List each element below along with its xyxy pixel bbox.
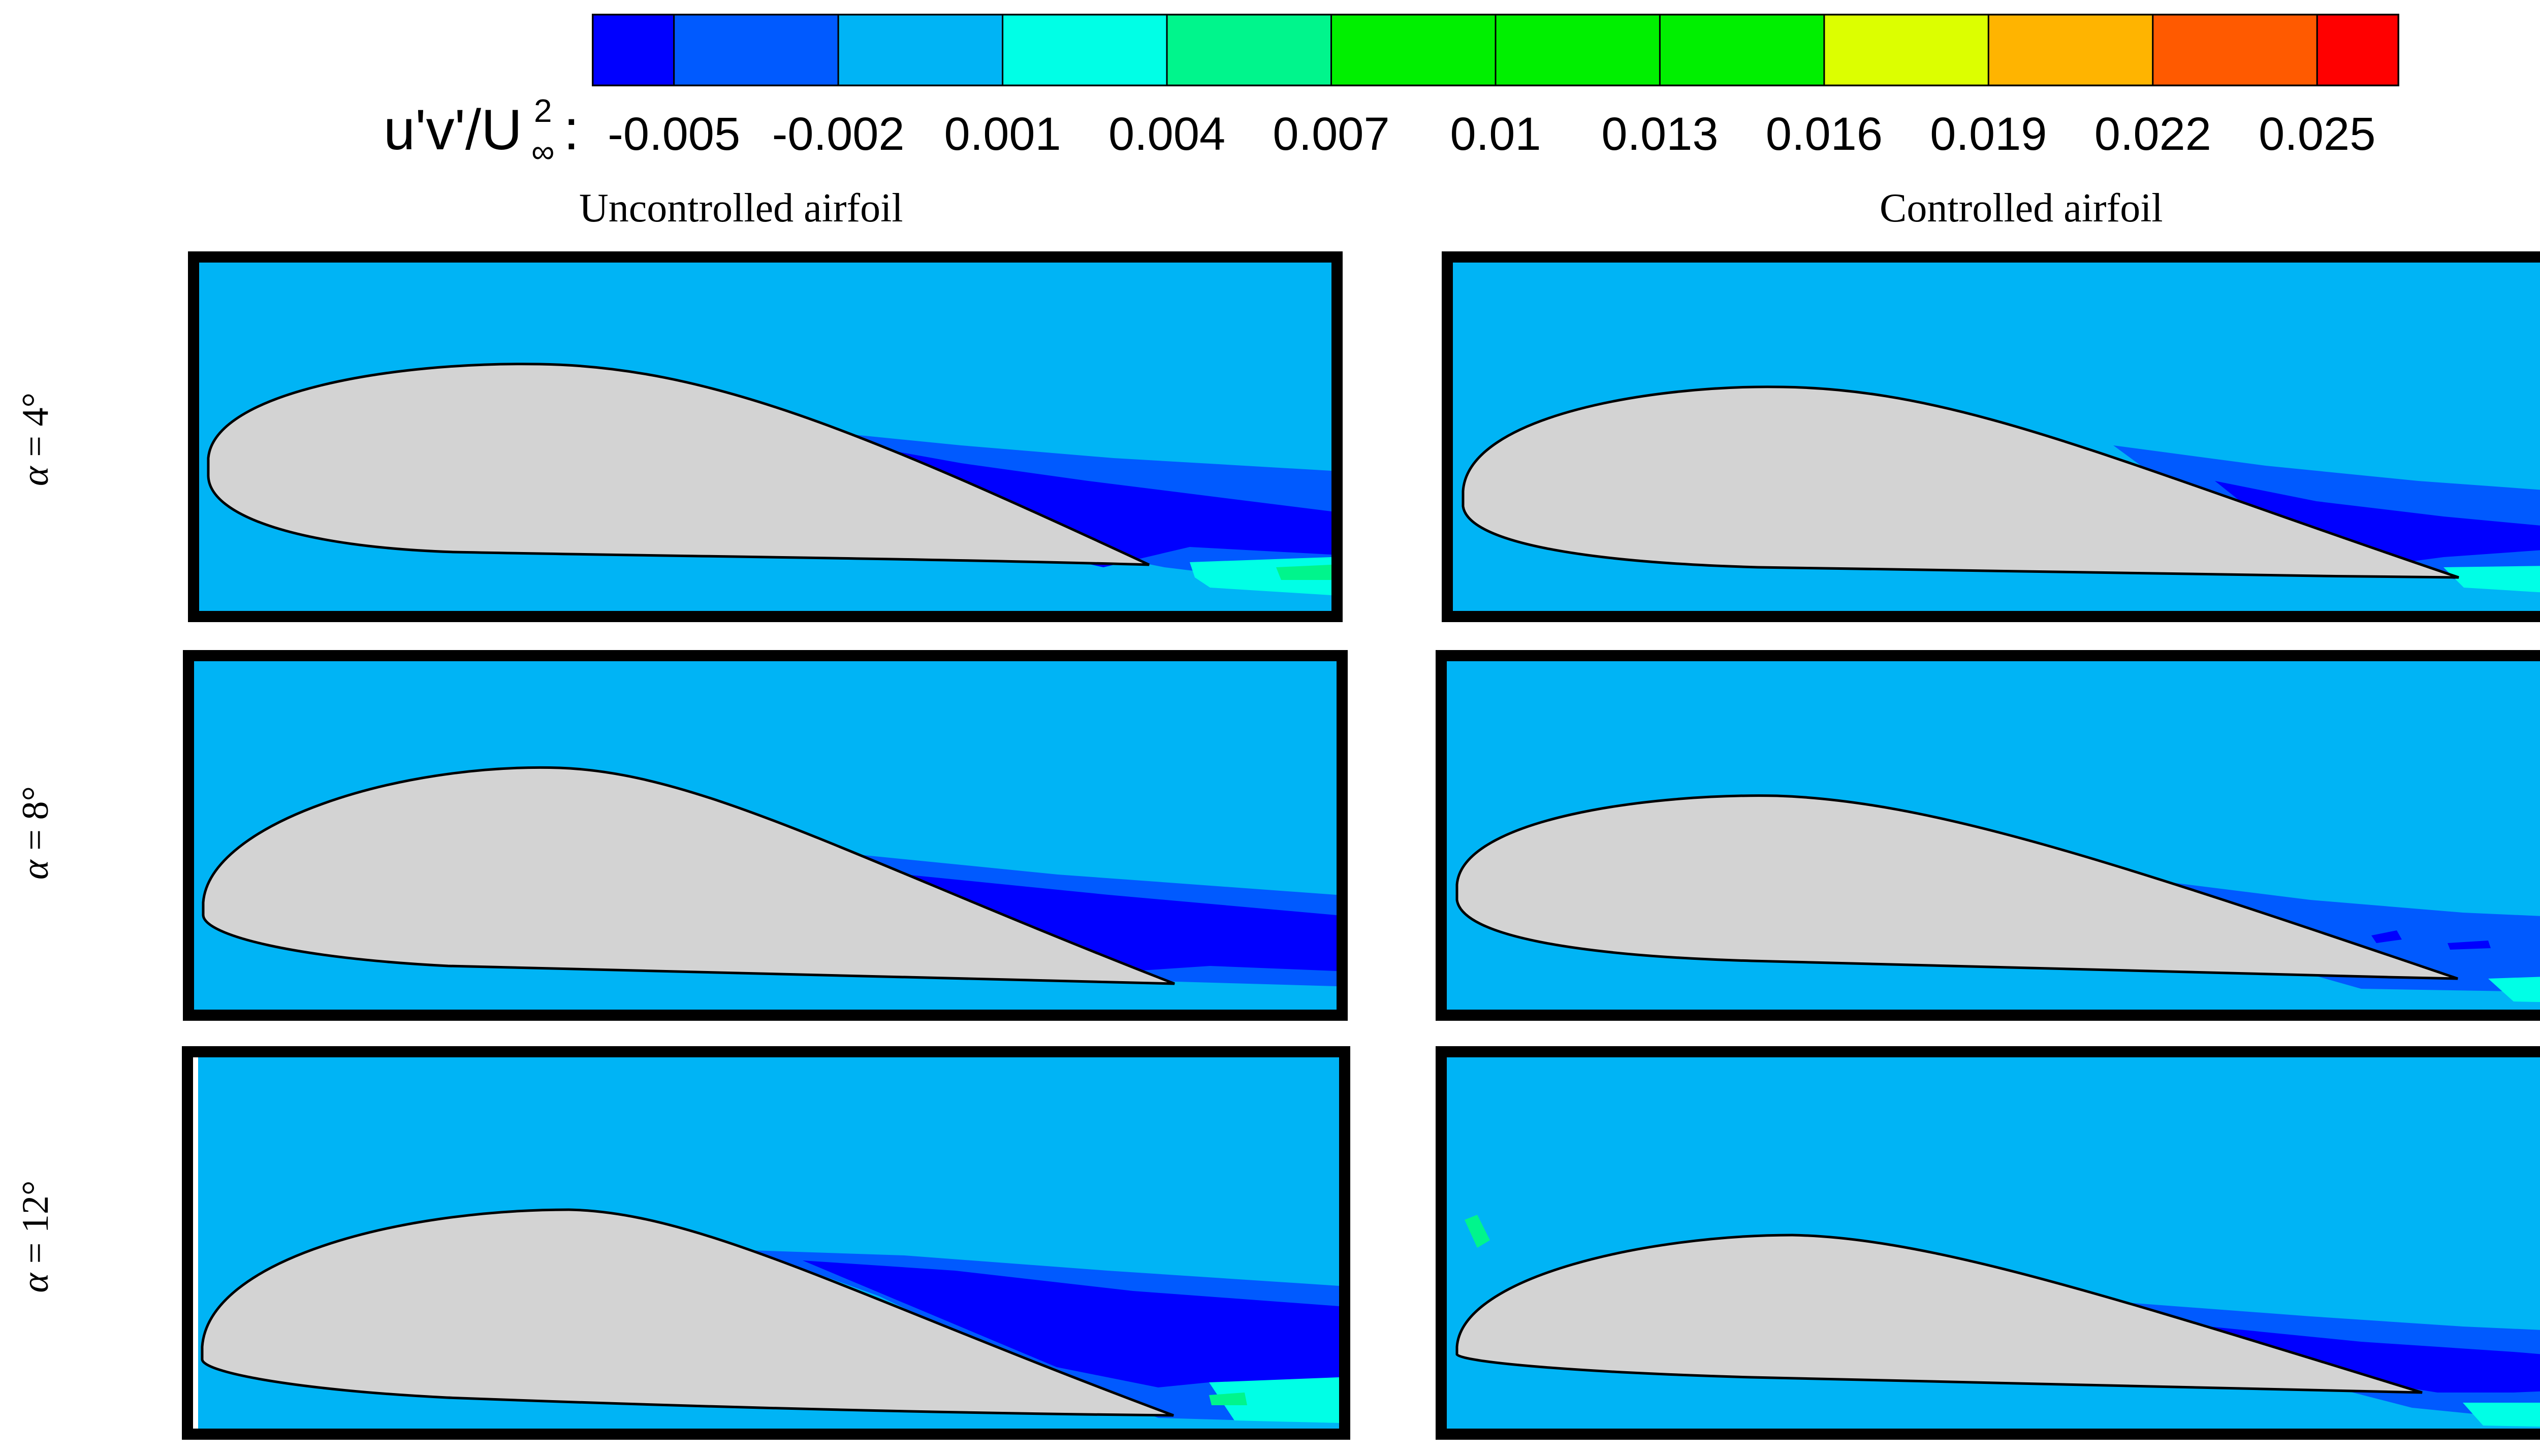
colorbar-tick-label: -0.005 (608, 108, 741, 160)
colorbar-cell (1002, 14, 1168, 86)
colorbar-tick-label: 0.019 (1930, 108, 2047, 160)
colorbar-label-colon: : (563, 98, 580, 161)
airfoil-shape (1455, 794, 2458, 980)
column-title-controlled: Controlled airfoil (1880, 186, 2163, 231)
wake-region-positive-mid (1465, 1215, 1490, 1248)
wake-region-positive-mid (1209, 1393, 1247, 1405)
colorbar-cell (1330, 14, 1497, 86)
colorbar-cell (1823, 14, 1989, 86)
colorbar-tick-label: 0.007 (1273, 108, 1390, 160)
panel-controlled-alpha-12 (1436, 1046, 2540, 1440)
colorbar-label-subscript: ∞ (531, 133, 555, 170)
airfoil-shape (207, 363, 1150, 566)
wake-region-positive-weak (2443, 566, 2540, 593)
colorbar-tick-label: -0.002 (772, 108, 905, 160)
colorbar-tick-label: 0.016 (1765, 108, 1883, 160)
colorbar-cell (1659, 14, 1825, 86)
panel-controlled-alpha-8 (1436, 650, 2540, 1021)
wake-region-strong (2215, 481, 2540, 567)
colorbar-tick-label: 0.013 (1601, 108, 1719, 160)
colorbar-cell (837, 14, 1004, 86)
colorbar-cell (1166, 14, 1332, 86)
colorbar-cell (673, 14, 839, 86)
panel-uncontrolled-alpha-8 (183, 650, 1348, 1021)
colorbar-cell (2152, 14, 2318, 86)
row-label-alpha-12: α = 12° (15, 1180, 56, 1293)
panel-controlled-alpha-4 (1442, 251, 2540, 622)
colorbar-tick-label: 0.022 (2094, 108, 2211, 160)
row-label-alpha-4: α = 4° (15, 392, 56, 487)
wake-region-positive-mid (1276, 565, 1331, 580)
colorbar-cell (1495, 14, 1661, 86)
colorbar-tick-label: 0.004 (1108, 108, 1226, 160)
column-title-uncontrolled: Uncontrolled airfoil (579, 186, 903, 231)
colorbar-frame (592, 14, 2399, 86)
colorbar-label-main: u'v'/U (384, 98, 523, 161)
colorbar-label: u'v'/U 2 ∞ : (384, 94, 579, 168)
wake-region-strong (803, 1260, 1339, 1387)
airfoil-shape (201, 1208, 1174, 1417)
colorbar (592, 14, 2399, 86)
colorbar-tick-label: 0.001 (944, 108, 1061, 160)
alpha-symbol: α (15, 860, 56, 880)
wake-region-positive-weak (2463, 1403, 2540, 1427)
panel-uncontrolled-alpha-4 (188, 251, 1343, 622)
airfoil-shape (1462, 385, 2459, 579)
wake-region-strong (2158, 1321, 2540, 1393)
alpha-symbol: α (15, 466, 56, 487)
wake-region-strong (834, 440, 1331, 567)
colorbar-cell (2316, 14, 2399, 86)
colorbar-cell (592, 14, 675, 86)
colorbar-label-superscript: 2 (534, 92, 552, 129)
colorbar-tick-label: 0.01 (1450, 108, 1541, 160)
wake-region-positive-weak (2488, 977, 2540, 1002)
row-label-alpha-8: α = 8° (15, 786, 56, 880)
panel-uncontrolled-alpha-12 (182, 1046, 1350, 1440)
airfoil-shape (1455, 1234, 2423, 1394)
colorbar-cell (1987, 14, 2154, 86)
wake-region-strong (2371, 930, 2491, 950)
alpha-symbol: α (15, 1273, 56, 1293)
colorbar-tick-label: 0.025 (2259, 108, 2376, 160)
wake-region-positive-weak (1209, 1377, 1339, 1423)
airfoil-shape (202, 766, 1175, 985)
